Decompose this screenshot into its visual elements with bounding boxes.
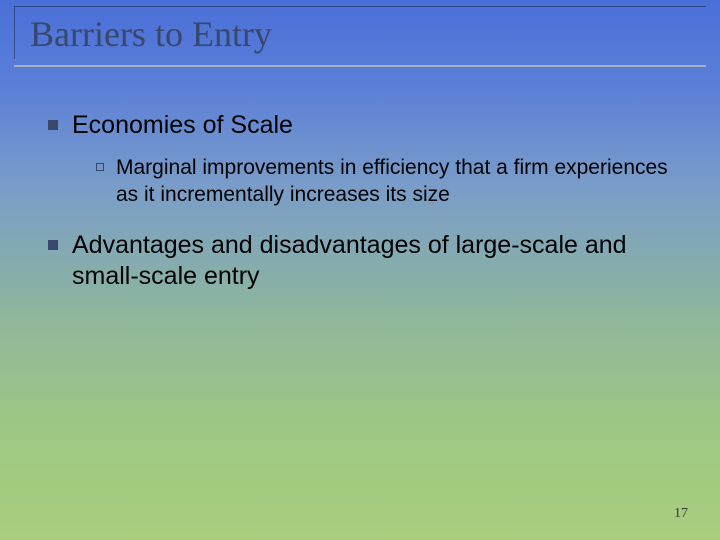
- list-item: Economies of Scale Marginal improvements…: [48, 110, 672, 208]
- list-row: Advantages and disadvantages of large-sc…: [48, 230, 672, 293]
- sublist: Marginal improvements in efficiency that…: [96, 155, 672, 208]
- slide: Barriers to Entry Economies of Scale Mar…: [0, 0, 720, 540]
- sublist-item-text: Marginal improvements in efficiency that…: [116, 155, 672, 208]
- slide-title: Barriers to Entry: [14, 7, 706, 55]
- title-region: Barriers to Entry: [14, 6, 706, 76]
- title-underline: [14, 65, 706, 67]
- content-area: Economies of Scale Marginal improvements…: [48, 110, 672, 310]
- sublist-item: Marginal improvements in efficiency that…: [96, 155, 672, 208]
- page-number: 17: [674, 506, 688, 522]
- list-item-text: Economies of Scale: [72, 110, 293, 141]
- list-item: Advantages and disadvantages of large-sc…: [48, 230, 672, 293]
- hollow-square-bullet-icon: [96, 163, 104, 171]
- list-row: Economies of Scale: [48, 110, 672, 141]
- square-bullet-icon: [48, 240, 58, 250]
- list-item-text: Advantages and disadvantages of large-sc…: [72, 230, 672, 293]
- square-bullet-icon: [48, 120, 58, 130]
